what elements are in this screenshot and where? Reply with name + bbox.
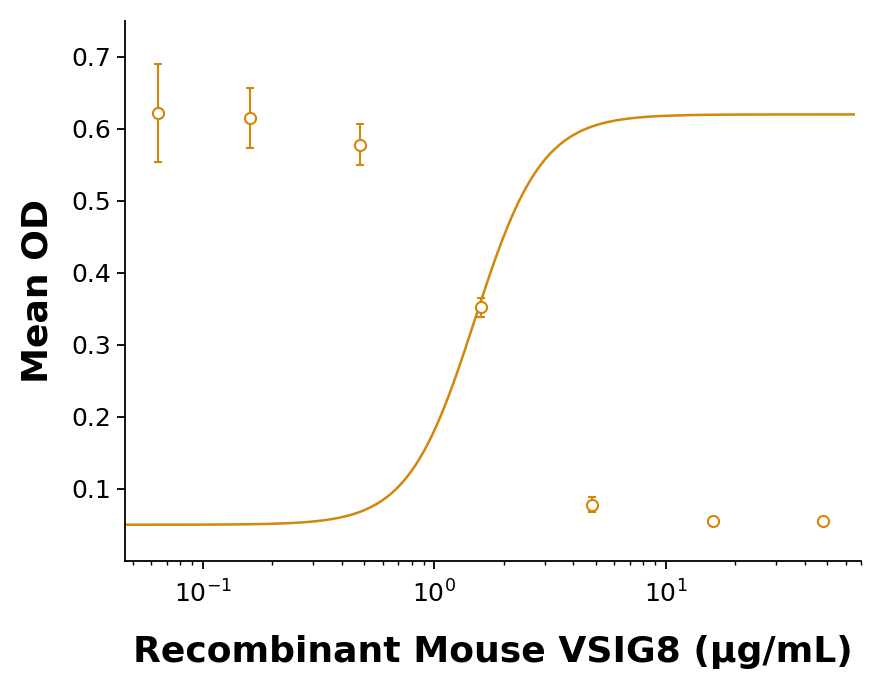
Y-axis label: Mean OD: Mean OD	[21, 199, 55, 383]
X-axis label: Recombinant Mouse VSIG8 (μg/mL): Recombinant Mouse VSIG8 (μg/mL)	[133, 635, 853, 669]
